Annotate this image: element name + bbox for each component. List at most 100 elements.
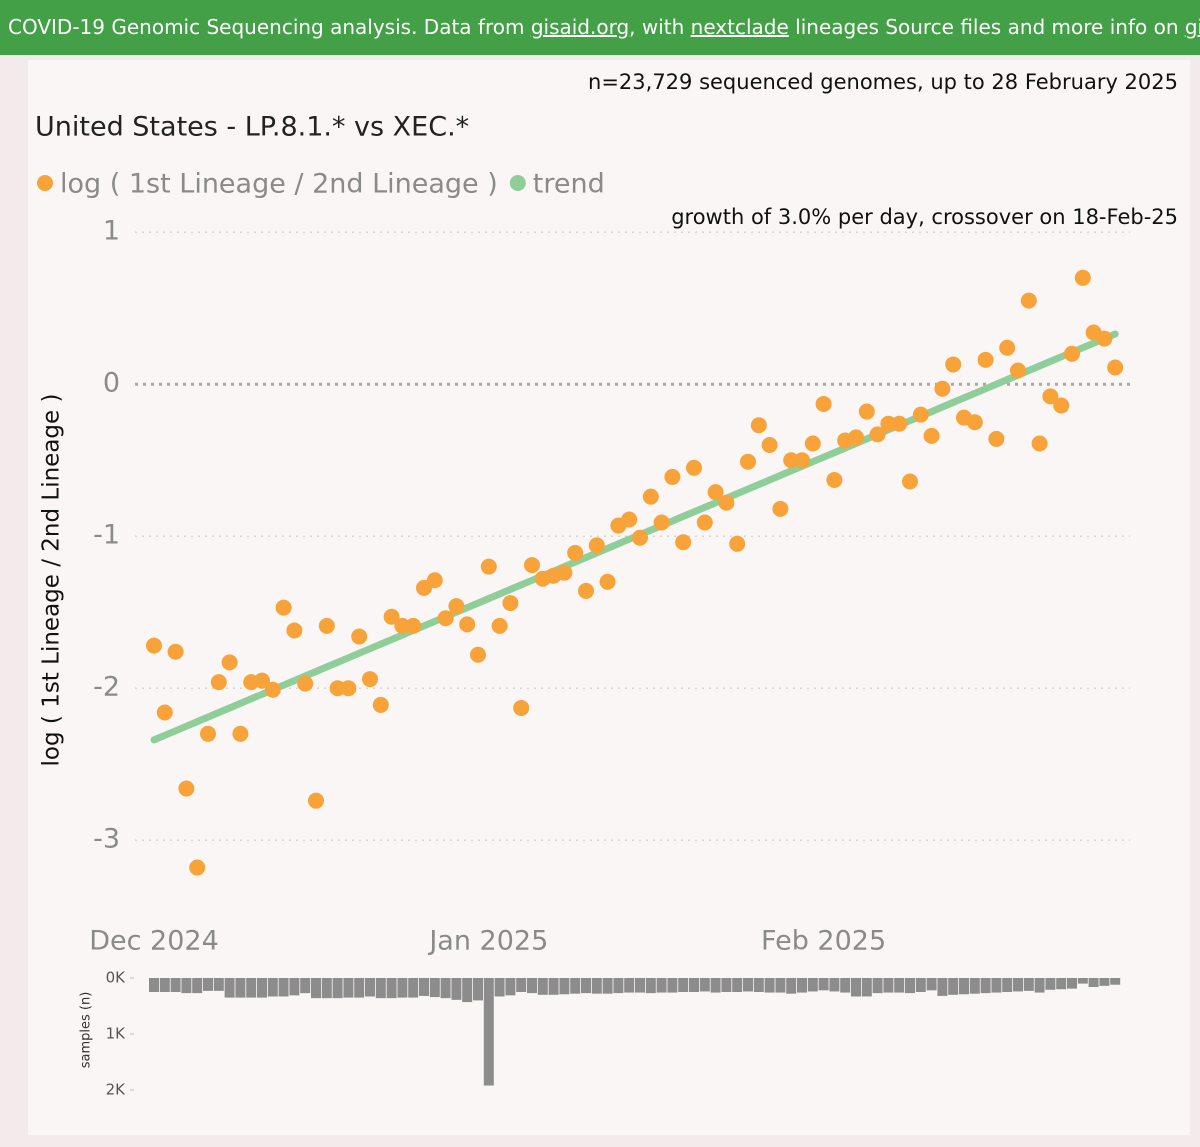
legend-marker <box>37 175 53 191</box>
data-point <box>1010 362 1026 379</box>
data-point <box>761 437 778 453</box>
bar <box>419 978 429 996</box>
bar <box>1067 978 1077 989</box>
data-point <box>470 646 486 663</box>
x-tick-label: Dec 2024 <box>89 926 219 957</box>
data-point <box>999 339 1016 356</box>
link[interactable]: nextclade <box>690 15 789 39</box>
y-axis-label: samples (n) <box>79 992 94 1069</box>
bar <box>332 978 343 999</box>
data-point <box>794 452 810 469</box>
data-point <box>1107 359 1124 376</box>
data-point <box>902 473 918 490</box>
data-point <box>513 699 530 716</box>
data-point <box>232 725 249 742</box>
data-point <box>858 403 875 420</box>
bar <box>311 978 321 999</box>
subtitle: n=23,729 sequenced genomes, up to 28 Feb… <box>588 70 1178 94</box>
bar <box>1034 978 1045 993</box>
bar <box>494 978 505 997</box>
bar <box>786 978 797 994</box>
data-point <box>772 500 789 517</box>
chart-title: United States - LP.8.1.* vs XEC.* <box>35 112 469 143</box>
data-point <box>1031 435 1048 452</box>
bar <box>278 978 289 997</box>
data-point <box>848 429 864 446</box>
bar <box>397 978 408 998</box>
bar <box>818 978 829 991</box>
data-point <box>718 494 735 511</box>
bar <box>764 978 775 993</box>
bar <box>235 978 246 998</box>
bar <box>743 978 753 992</box>
data-point <box>588 537 605 554</box>
data-point <box>621 511 638 528</box>
y-tick-label: 0 <box>103 368 120 399</box>
data-point <box>437 610 454 627</box>
bar <box>851 978 861 997</box>
data-point <box>254 672 270 689</box>
y-tick-label: -3 <box>93 824 120 855</box>
bar <box>991 978 1002 993</box>
bar <box>969 978 980 994</box>
bar <box>1099 978 1110 986</box>
bar <box>937 978 948 996</box>
y-tick-label: 2K <box>106 1081 127 1099</box>
bar <box>473 978 483 1001</box>
data-point <box>448 598 465 615</box>
bar <box>905 978 915 994</box>
bar <box>710 978 721 993</box>
bar <box>753 978 764 992</box>
link[interactable]: gisaid.org <box>530 15 630 39</box>
data-point <box>664 468 681 485</box>
y-tick-label: 1K <box>106 1025 127 1043</box>
bar <box>516 978 527 992</box>
y-tick-label: 0K <box>106 969 127 987</box>
data-point <box>869 426 886 443</box>
bar <box>807 978 818 992</box>
data-point <box>1020 292 1037 309</box>
bar <box>775 978 786 993</box>
bar <box>1045 978 1056 990</box>
bar <box>948 978 959 995</box>
bar <box>591 978 602 994</box>
data-point <box>405 617 422 634</box>
bar <box>365 978 375 997</box>
bar <box>537 978 548 995</box>
data-point <box>707 484 724 501</box>
bar <box>732 978 743 992</box>
annotation: growth of 3.0% per day, crossover on 18-… <box>671 205 1178 229</box>
bar <box>656 978 667 993</box>
data-point <box>178 780 195 797</box>
bar <box>613 978 624 994</box>
bar <box>246 978 257 998</box>
bar <box>1002 978 1013 992</box>
bar <box>181 978 192 994</box>
y-axis-label: log ( 1st Lineage / 2nd Lineage ) <box>39 394 65 767</box>
data-point <box>977 351 994 368</box>
data-point <box>286 622 303 639</box>
data-point <box>1042 388 1059 405</box>
data-point <box>740 453 756 470</box>
data-point <box>599 573 616 590</box>
banner: COVID-19 Genomic Sequencing analysis. Da… <box>0 0 1200 55</box>
bar <box>224 978 235 998</box>
data-point <box>642 488 659 505</box>
data-point <box>459 616 476 633</box>
data-point <box>556 564 573 581</box>
bar <box>829 978 840 992</box>
bar <box>980 978 991 994</box>
data-point <box>966 414 983 431</box>
bar <box>915 978 926 992</box>
data-point <box>675 534 692 551</box>
bar <box>386 978 397 999</box>
data-point <box>221 654 238 671</box>
bar <box>699 978 710 992</box>
bar <box>861 978 872 997</box>
link[interactable]: github <box>1184 15 1200 39</box>
x-tick-label: Jan 2025 <box>427 926 548 957</box>
bar <box>894 978 905 993</box>
data-point <box>200 725 216 742</box>
bar <box>267 978 278 997</box>
